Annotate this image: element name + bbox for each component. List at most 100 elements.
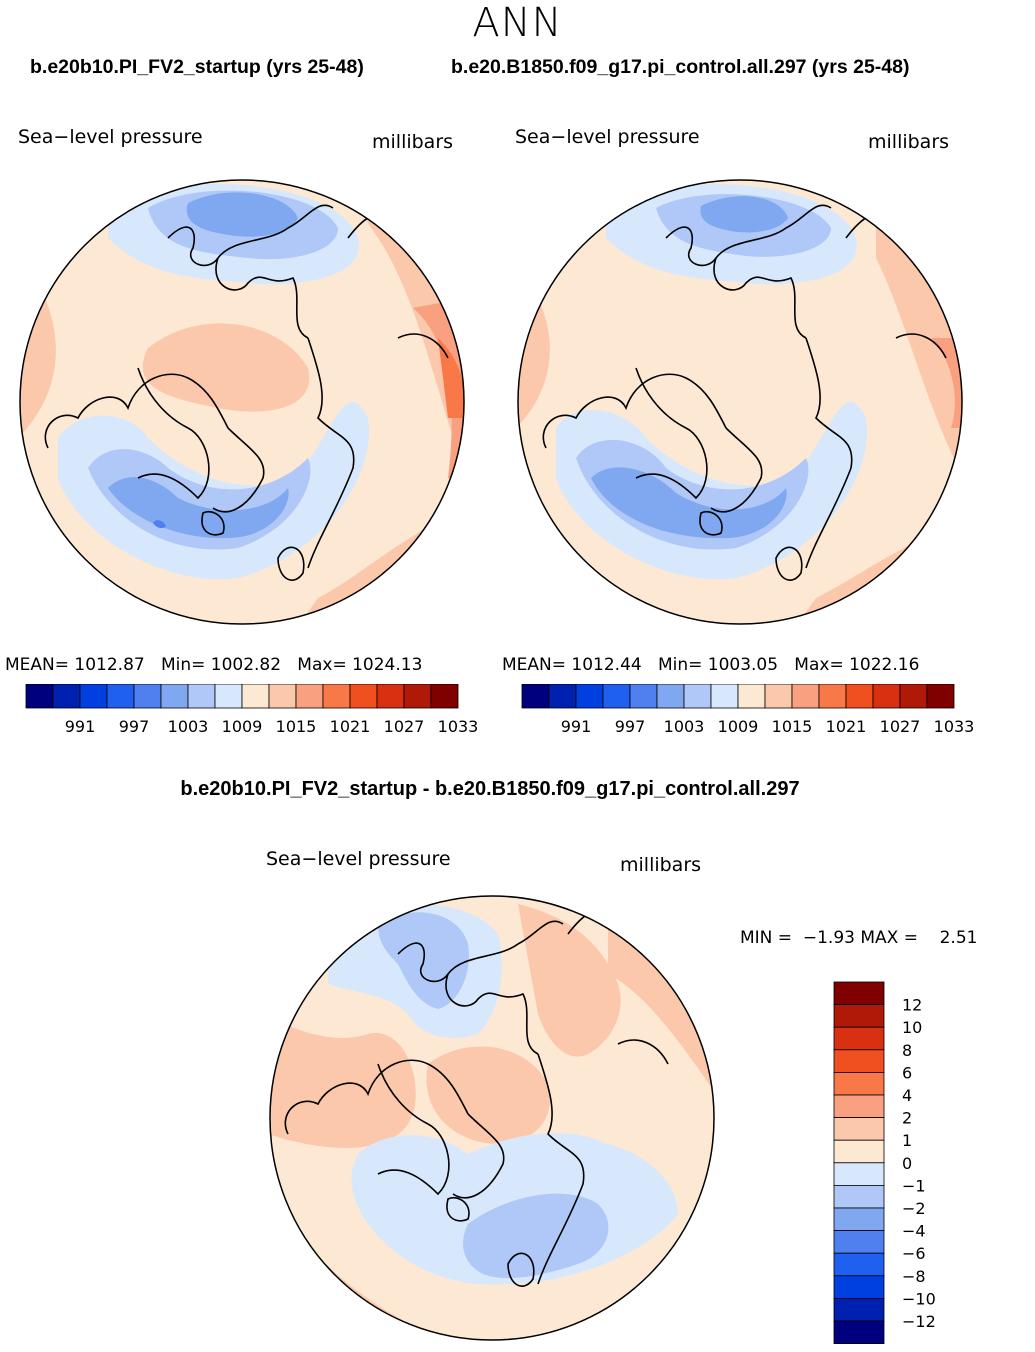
max-label-right: Max= [794, 655, 844, 675]
colorbar-swatch [629, 684, 658, 709]
colorbar-swatch [833, 1230, 885, 1254]
colorbar-swatch [106, 684, 135, 709]
colorbar-tick-label: 8 [902, 1041, 912, 1060]
diff-max-label: MAX = [860, 928, 918, 948]
colorbar-tick-label: −12 [902, 1312, 936, 1331]
colorbar-swatch [833, 1026, 885, 1051]
colorbar-tick-label: −4 [902, 1222, 926, 1241]
colorbar-swatch [710, 684, 739, 709]
colorbar-swatch [430, 684, 459, 709]
colorbar-tick-label: −1 [902, 1176, 926, 1195]
units-label-diff: millibars [620, 854, 702, 876]
units-label-left: millibars [372, 131, 454, 153]
colorbar-tick-label: 1003 [168, 717, 209, 736]
colorbar-swatch [833, 1162, 885, 1186]
min-label-left: Min= [160, 655, 206, 675]
colorbar-swatch [376, 684, 405, 709]
stats-right: MEAN= 1012.44 Min= 1003.05 Max= 1022.16 [502, 655, 919, 675]
colorbar-swatch [403, 684, 432, 709]
colorbar-tick-label: 1009 [222, 717, 263, 736]
diff-max-value: 2.51 [939, 928, 978, 948]
colorbars-horizontal: 991 997 1003 1009 1015 1021 1027 1033 991 997 100… [25, 684, 975, 736]
diff-title: b.e20b10.PI_FV2_startup - b.e20.B1850.f0… [180, 778, 800, 800]
season-title: ANN [472, 0, 563, 46]
colorbar-swatch [737, 684, 766, 709]
units-label-right: millibars [868, 131, 950, 153]
colorbar-swatch [872, 684, 901, 709]
colorbar-swatch [791, 684, 820, 709]
colorbar-tick-label: 12 [902, 996, 922, 1015]
colorbar-tick-label: 991 [65, 717, 96, 736]
colorbar-swatch [833, 1207, 885, 1232]
colorbar-tick-label: 10 [902, 1018, 922, 1037]
colorbar-swatch [926, 684, 955, 709]
min-value-right: 1003.05 [707, 655, 779, 675]
colorbar-tick-label: 1033 [438, 717, 479, 736]
colorbar-swatch [833, 1072, 885, 1096]
colorbar-swatch [833, 1139, 885, 1164]
max-value-left: 1024.13 [352, 655, 423, 675]
colorbar-tick-label: 1021 [826, 717, 867, 736]
colorbar-tick-label: 1009 [718, 717, 759, 736]
mean-value-left: 1012.87 [74, 655, 145, 675]
polar-map-diff [269, 895, 715, 1341]
colorbar-swatch [241, 684, 270, 709]
colorbar-swatch [833, 1252, 885, 1277]
min-label-right: Min= [657, 655, 703, 675]
polar-map-left [19, 179, 465, 625]
case-title-right: b.e20.B1850.f09_g17.pi_control.all.297 (… [451, 56, 910, 78]
min-value-left: 1002.82 [210, 655, 282, 675]
colorbar-swatch [548, 684, 577, 709]
colorbar-swatch [899, 684, 928, 709]
colorbar-tick-label: 1 [902, 1131, 912, 1150]
colorbar-swatch [349, 684, 378, 709]
colorbar-tick-label: 997 [119, 717, 150, 736]
max-value-right: 1022.16 [849, 655, 920, 675]
colorbar-tick-label: −10 [902, 1289, 936, 1308]
colorbar-swatch [521, 684, 550, 709]
colorbar-swatch [52, 684, 81, 709]
colorbar-swatch [575, 684, 604, 709]
colorbar-swatch [833, 1004, 885, 1028]
colorbar-swatch [833, 1094, 885, 1119]
colorbar-tick-label: −2 [902, 1199, 926, 1218]
colorbar-tick-label: −6 [902, 1244, 926, 1263]
colorbar-swatch [833, 1049, 885, 1073]
colorbar-tick-label: 991 [561, 717, 592, 736]
colorbar-right: 991 997 1003 1009 1015 1021 1027 1033 [521, 684, 975, 736]
variable-label-left: Sea−level pressure [18, 126, 203, 148]
colorbar-swatch [833, 1275, 885, 1299]
mean-label-left: MEAN= [5, 655, 69, 675]
colorbar-swatch [133, 684, 162, 709]
variable-label-diff: Sea−level pressure [266, 848, 451, 870]
colorbar-swatch [818, 684, 847, 709]
colorbar-swatch [833, 1297, 885, 1322]
colorbar-swatch [764, 684, 793, 709]
stats-left: MEAN= 1012.87 Min= 1002.82 Max= 1024.13 [5, 655, 422, 675]
colorbar-swatch [79, 684, 108, 709]
colorbar-swatch [322, 684, 351, 709]
polar-map-right [517, 179, 963, 625]
colorbar-swatch [833, 1320, 885, 1345]
variable-label-right: Sea−level pressure [515, 126, 700, 148]
colorbar-tick-label: 0 [902, 1154, 912, 1173]
colorbar-swatch [833, 981, 885, 1006]
colorbar-swatch [833, 1184, 885, 1209]
colorbar-tick-label: 1021 [330, 717, 371, 736]
colorbar-tick-label: 997 [615, 717, 646, 736]
mean-value-right: 1012.44 [571, 655, 642, 675]
colorbar-tick-label: 1027 [384, 717, 425, 736]
colorbar-tick-label: −8 [902, 1267, 926, 1286]
diff-min-label: MIN = [740, 928, 793, 948]
colorbar-swatch [656, 684, 685, 709]
colorbar-tick-label: 1015 [276, 717, 317, 736]
colorbar-left: 991 997 1003 1009 1015 1021 1027 1033 [25, 684, 479, 736]
diff-min-value: −1.93 [802, 928, 855, 948]
colorbar-swatch [295, 684, 324, 709]
colorbar-tick-label: 6 [902, 1063, 912, 1082]
colorbar-swatch [187, 684, 216, 709]
colorbar-tick-label: 1027 [880, 717, 921, 736]
max-label-left: Max= [297, 655, 347, 675]
colorbar-tick-label: 1033 [934, 717, 975, 736]
